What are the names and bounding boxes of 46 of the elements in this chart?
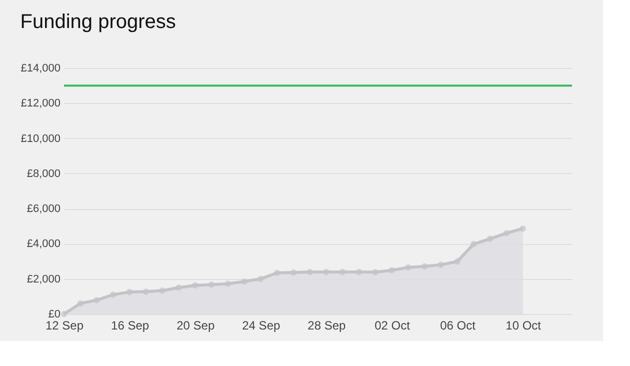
x-tick-label: 16 Sep xyxy=(111,318,150,332)
point xyxy=(257,276,264,282)
point xyxy=(454,258,460,265)
x-tick-label: 02 Oct xyxy=(374,318,411,332)
point xyxy=(404,264,412,271)
point xyxy=(224,280,232,287)
x-tick-label: 12 Sep xyxy=(45,318,84,332)
point xyxy=(323,268,330,276)
point xyxy=(274,270,280,276)
point xyxy=(503,230,510,236)
point xyxy=(208,282,215,288)
x-tick-label: 06 Oct xyxy=(440,318,476,332)
point xyxy=(486,236,494,242)
point xyxy=(192,282,198,289)
y-tick-label: £12,000 xyxy=(20,98,60,110)
point xyxy=(159,287,166,294)
point xyxy=(438,262,444,268)
point xyxy=(339,268,346,276)
point xyxy=(372,269,379,276)
point xyxy=(142,288,150,295)
y-tick-label: £0 xyxy=(48,308,60,320)
point xyxy=(388,267,395,274)
x-tick-label: 24 Sep xyxy=(242,318,280,332)
point xyxy=(77,300,84,307)
point xyxy=(126,288,133,296)
y-tick-label: £8,000 xyxy=(26,168,60,180)
x-tick-label: 28 Sep xyxy=(308,318,346,332)
point xyxy=(356,268,362,276)
y-tick-label: £14,000 xyxy=(20,62,60,74)
point xyxy=(470,240,477,248)
point xyxy=(110,292,116,298)
point xyxy=(520,225,526,232)
y-tick-label: £4,000 xyxy=(26,238,60,250)
point xyxy=(421,263,428,270)
y-tick-label: £10,000 xyxy=(20,132,60,145)
x-tick-label: 20 Sep xyxy=(176,318,215,332)
point xyxy=(241,278,248,285)
chart-title: Funding progress xyxy=(20,11,176,33)
point xyxy=(290,269,297,276)
point xyxy=(94,296,100,304)
point xyxy=(176,284,182,291)
y-tick-label: £2,000 xyxy=(26,273,60,286)
y-tick-label: £6,000 xyxy=(26,203,60,216)
point xyxy=(306,268,313,276)
x-tick-label: 10 Oct xyxy=(506,318,542,332)
point xyxy=(60,310,68,318)
